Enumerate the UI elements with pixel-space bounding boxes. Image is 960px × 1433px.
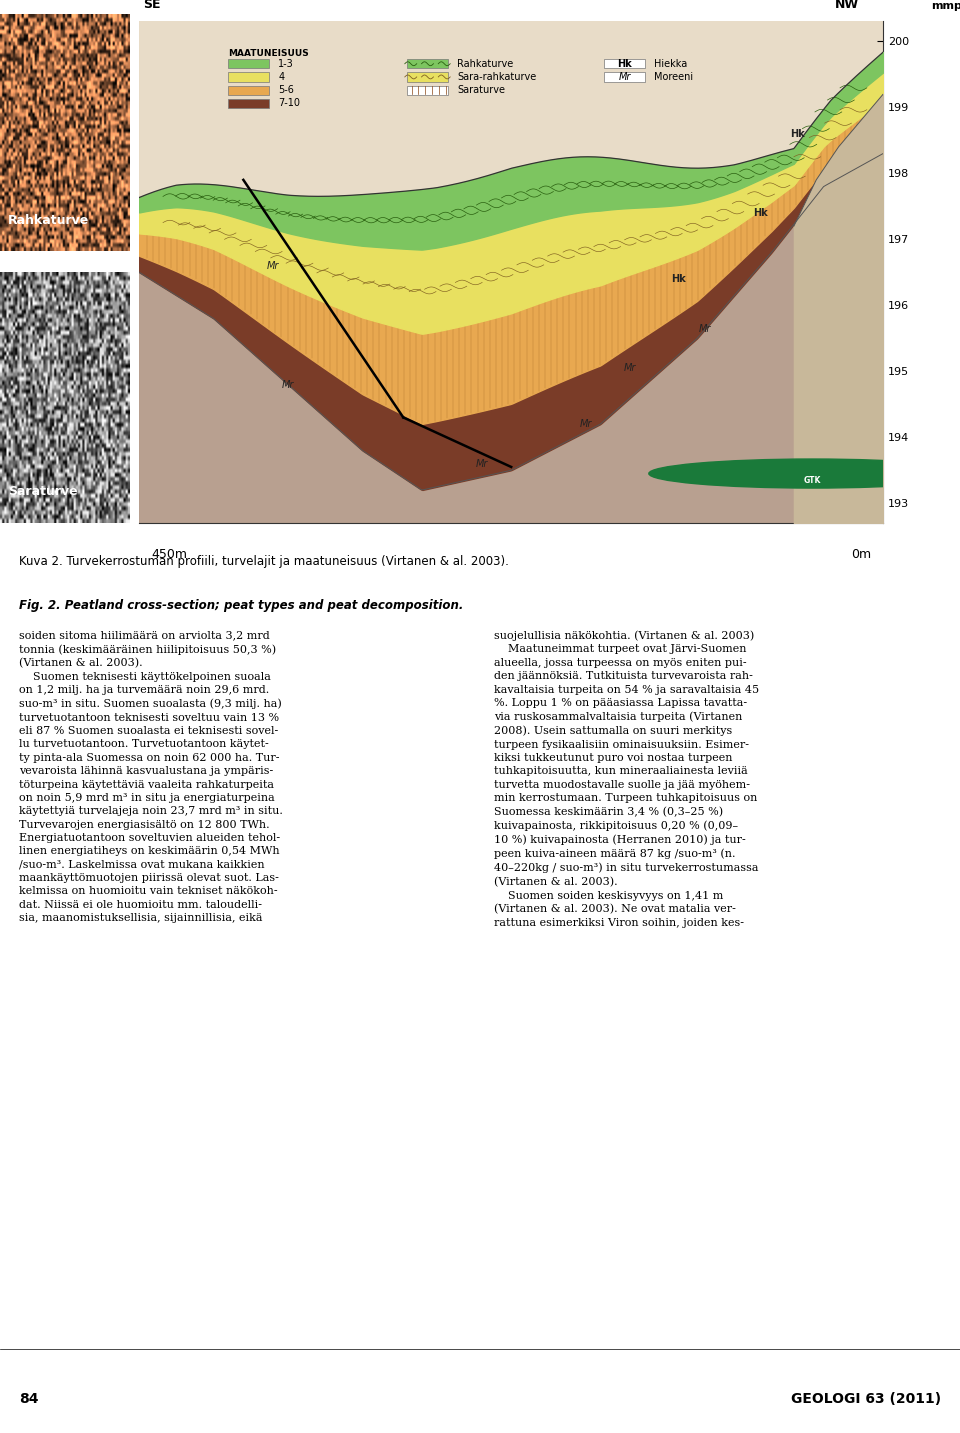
Bar [228,72,270,82]
Text: Mr: Mr [580,420,591,430]
Text: Moreeni: Moreeni [654,72,693,82]
Text: 4: 4 [278,72,284,82]
Text: 450m: 450m [151,549,187,562]
Text: Kuva 2. Turvekerrostuman profiili, turvelajit ja maatuneisuus (Virtanen & al. 20: Kuva 2. Turvekerrostuman profiili, turve… [19,555,509,567]
Bar [407,86,448,95]
Text: Rahkaturve: Rahkaturve [457,59,514,69]
Text: mmpy: mmpy [931,1,960,11]
Bar [407,72,448,82]
Text: Hk: Hk [790,129,805,139]
Text: Mr: Mr [475,459,488,469]
Text: Sara-rahkaturve: Sara-rahkaturve [457,72,536,82]
Text: GTK: GTK [804,476,821,484]
Text: Mr: Mr [699,324,710,334]
Text: Mr: Mr [267,261,279,271]
Text: SE: SE [143,0,160,11]
Text: Hiekka: Hiekka [654,59,687,69]
Text: Saraturve: Saraturve [457,85,505,95]
Text: Mr: Mr [618,72,631,82]
Circle shape [649,459,960,489]
Text: soiden sitoma hiilimäärä on arviolta 3,2 mrd
tonnia (keskimääräinen hiilipitoisu: soiden sitoma hiilimäärä on arviolta 3,2… [19,631,283,923]
Text: Hk: Hk [671,274,686,284]
Text: Hk: Hk [617,59,632,69]
Bar [228,86,270,95]
Text: Saraturve: Saraturve [8,484,78,499]
Text: 1-3: 1-3 [278,59,294,69]
Bar [407,59,448,69]
Text: Mr: Mr [624,363,636,373]
Bar [228,99,270,107]
Bar [604,59,645,69]
Text: Hk: Hk [753,208,768,218]
Text: 84: 84 [19,1391,38,1406]
Text: MAATUNEISUUS: MAATUNEISUUS [228,49,309,59]
Text: NW: NW [835,0,859,11]
Text: Mr: Mr [282,380,294,390]
Text: 0m: 0m [851,549,871,562]
Text: Rahkaturve: Rahkaturve [8,214,89,228]
Bar [604,72,645,82]
Text: GEOLOGI 63 (2011): GEOLOGI 63 (2011) [791,1391,941,1406]
Text: 7-10: 7-10 [278,99,300,109]
Bar [228,59,270,69]
Text: suojelullisia näkökohtia. (Virtanen & al. 2003)
    Maatuneimmat turpeet ovat Jä: suojelullisia näkökohtia. (Virtanen & al… [494,631,759,927]
Text: Fig. 2. Peatland cross-section; peat types and peat decomposition.: Fig. 2. Peatland cross-section; peat typ… [19,599,464,612]
Text: 5-6: 5-6 [278,85,294,95]
